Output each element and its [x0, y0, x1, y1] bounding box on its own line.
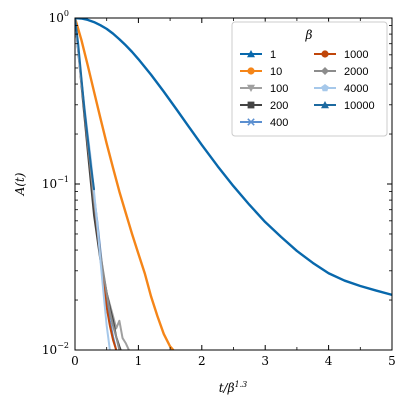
legend-item-beta-1000: 1000	[314, 49, 368, 61]
y-axis: 100 10−1 10−2	[42, 9, 392, 357]
legend-marker-pentagon	[321, 84, 329, 92]
legend-label: 10000	[344, 100, 375, 112]
legend-marker-triangle-up	[247, 50, 255, 58]
series-line-beta-1	[75, 18, 392, 297]
series-line-beta-200	[75, 18, 122, 350]
legend-title: β	[305, 28, 313, 42]
legend-label: 4000	[344, 83, 368, 95]
legend-item-beta-400: 400	[240, 117, 288, 129]
legend-marker-circle	[247, 67, 255, 75]
x-tick-label: 5	[388, 354, 396, 368]
x-axis: 0 1 2 3 4 5	[71, 18, 396, 368]
legend-marker-triangle-down	[247, 84, 255, 92]
legend-item-beta-10000: 10000	[314, 100, 375, 112]
legend-label: 10	[270, 66, 282, 78]
legend-label: 400	[270, 117, 288, 129]
legend-label: 1000	[344, 49, 368, 61]
y-tick-label: 100	[49, 9, 69, 25]
legend-marker-triangle-up	[321, 101, 329, 109]
series-line-beta-10	[75, 18, 175, 350]
legend-item-beta-1: 1	[240, 49, 276, 61]
series-line-beta-10000	[75, 18, 96, 191]
legend-item-beta-10: 10	[240, 66, 282, 78]
x-tick-label: 1	[135, 354, 143, 368]
series-line-beta-2000	[75, 18, 121, 350]
legend: β 1 10 100 200 400 1000 2000 4000 10000	[231, 21, 388, 137]
legend-item-beta-2000: 2000	[314, 66, 368, 78]
legend-label: 1	[270, 49, 276, 61]
x-tick-label: 2	[198, 354, 206, 368]
y-tick-label: 10−1	[42, 175, 69, 191]
x-tick-label: 4	[325, 354, 333, 368]
legend-box	[231, 21, 388, 137]
x-tick-label: 0	[71, 354, 79, 368]
legend-marker-square	[247, 101, 255, 109]
legend-item-beta-200: 200	[240, 100, 288, 112]
legend-item-beta-4000: 4000	[314, 83, 368, 95]
legend-marker-x	[247, 118, 255, 126]
series-layer	[75, 18, 392, 350]
y-tick-label: 10−2	[42, 341, 69, 357]
legend-marker-diamond	[321, 67, 329, 75]
x-tick-label: 3	[261, 354, 269, 368]
legend-item-beta-100: 100	[240, 83, 288, 95]
legend-marker-circle	[321, 50, 329, 58]
legend-label: 2000	[344, 66, 368, 78]
legend-label: 200	[270, 100, 288, 112]
legend-label: 100	[270, 83, 288, 95]
series-line-beta-100	[75, 18, 130, 350]
x-axis-label: t/β1.3	[219, 380, 248, 395]
y-axis-label: A(t)	[13, 172, 27, 196]
